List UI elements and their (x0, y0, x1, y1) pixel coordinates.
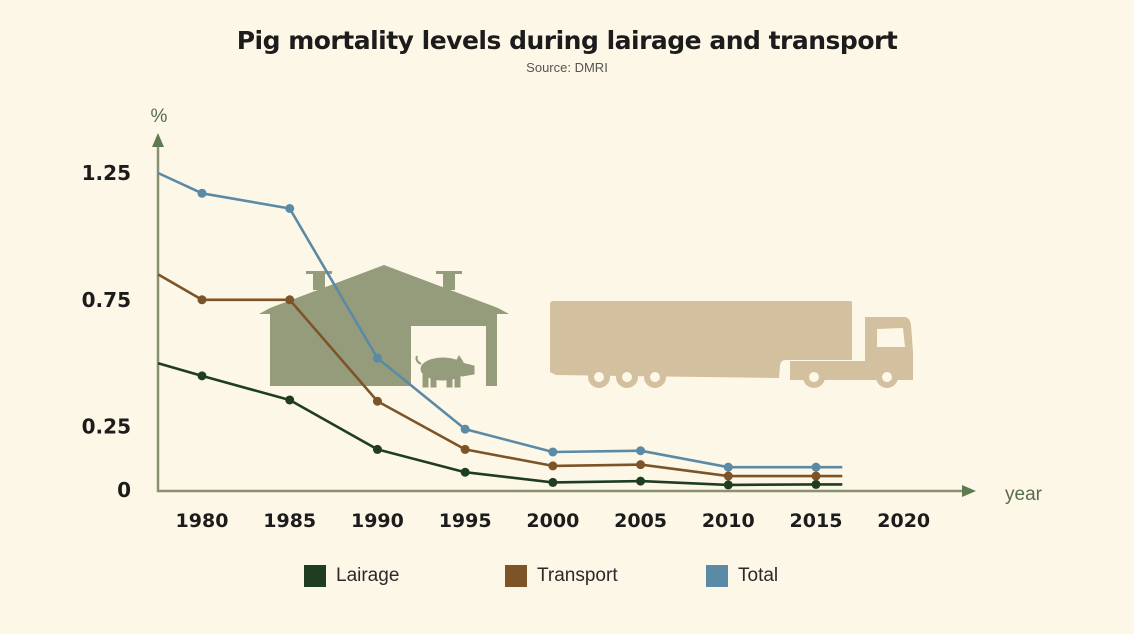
x-tick-label: 1995 (439, 510, 492, 532)
data-point-transport (197, 295, 207, 305)
legend: Lairage Transport Total (0, 565, 1134, 589)
legend-swatch-lairage (304, 565, 326, 587)
x-tick-label: 2000 (526, 510, 579, 532)
series-line-total (157, 171, 843, 469)
data-point-total (372, 353, 382, 363)
y-tick-label: 0.25 (82, 415, 131, 439)
legend-item-lairage: Lairage (304, 565, 399, 587)
data-point-total (548, 447, 558, 457)
data-point-total (285, 204, 295, 214)
legend-item-transport: Transport (505, 565, 618, 587)
data-point-transport (460, 444, 470, 454)
y-tick-label: 0 (117, 478, 131, 502)
data-point-lairage (285, 395, 295, 405)
x-tick-label: 2020 (877, 510, 930, 532)
data-point-total (460, 424, 470, 434)
legend-swatch-transport (505, 565, 527, 587)
y-axis-label: % (151, 106, 168, 127)
legend-label-total: Total (738, 565, 779, 586)
data-point-transport (285, 295, 295, 305)
data-point-transport (548, 461, 558, 471)
pig-icon (415, 355, 475, 388)
data-point-lairage (723, 480, 733, 490)
data-point-lairage (636, 476, 646, 486)
data-point-total (723, 462, 733, 472)
legend-label-transport: Transport (537, 565, 618, 586)
x-tick-label: 2015 (790, 510, 843, 532)
y-tick-label: 0.75 (82, 288, 131, 312)
y-tick-label: 1.25 (82, 161, 131, 185)
data-point-total (811, 462, 821, 472)
x-tick-label: 2010 (702, 510, 755, 532)
x-tick-label: 1985 (263, 510, 316, 532)
data-point-total (197, 188, 207, 198)
legend-swatch-total (706, 565, 728, 587)
data-point-transport (372, 396, 382, 406)
series-line-lairage (157, 361, 843, 487)
chart-subtitle: Source: DMRI (526, 60, 608, 75)
data-point-transport (811, 471, 821, 481)
legend-label-lairage: Lairage (336, 565, 400, 586)
data-point-transport (723, 471, 733, 481)
truck-illustration (550, 301, 913, 388)
series-line-transport (157, 273, 843, 478)
data-point-lairage (460, 467, 470, 477)
x-axis-arrow-icon (962, 485, 976, 497)
y-axis-arrow-icon (152, 133, 164, 147)
data-point-lairage (811, 479, 821, 489)
chart-title: Pig mortality levels during lairage and … (236, 26, 898, 55)
data-point-lairage (548, 477, 558, 487)
data-point-lairage (372, 444, 382, 454)
data-point-total (636, 446, 646, 456)
x-tick-label: 2005 (614, 510, 667, 532)
x-tick-label: 1990 (351, 510, 404, 532)
legend-item-total: Total (706, 565, 778, 587)
data-point-transport (636, 460, 646, 470)
barn-illustration (259, 265, 509, 386)
data-point-lairage (197, 371, 207, 381)
x-tick-label: 1980 (176, 510, 229, 532)
x-axis-label: year (1005, 484, 1043, 505)
